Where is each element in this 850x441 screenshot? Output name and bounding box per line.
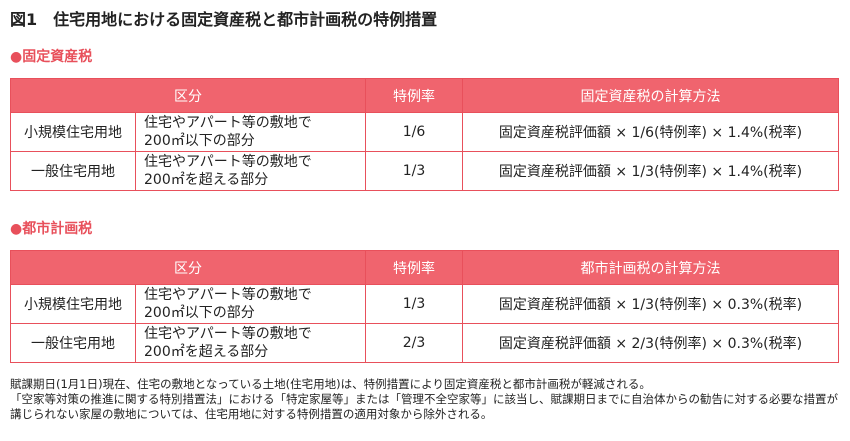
row: 小規模住宅用地 住宅やアパート等の敷地で 200㎡以下の部分 1/3 固定資産税評価額 …: [10, 284, 839, 324]
desc-line: 住宅やアパート等の敷地で: [144, 154, 312, 170]
header-cell: 特例率: [365, 78, 463, 113]
section-heading: ●都市計画税: [10, 221, 93, 237]
calc-cell: 固定資産税評価額 × 2/3(特例率) × 0.3%(税率): [462, 323, 839, 363]
rate-cell: 1/3: [365, 284, 463, 324]
row: 一般住宅用地 住宅やアパート等の敷地で 200㎡を超える部分 1/3 固定資産税評価額 …: [10, 151, 839, 191]
type-cell: 小規模住宅用地: [10, 284, 136, 324]
desc-cell: 住宅やアパート等の敷地で 200㎡を超える部分: [135, 151, 366, 191]
calc-cell: 固定資産税評価額 × 1/6(特例率) × 1.4%(税率): [462, 112, 839, 152]
note: 「空家等対策の推進に関する特別措置法」における「特定家屋等」または「管理不全空家…: [10, 392, 838, 421]
header-cell: 特例率: [365, 250, 463, 285]
rate-cell: 1/3: [365, 151, 463, 191]
row: 小規模住宅用地 住宅やアパート等の敷地で 200㎡以下の部分 1/6 固定資産税評価額 …: [10, 112, 839, 152]
table: 区分 特例率 固定資産税の計算方法 小規模住宅用地 住宅やアパート等の敷地で 200㎡以下…: [10, 78, 839, 191]
header-row: 区分 特例率 都市計画税の計算方法: [10, 250, 839, 285]
desc-cell: 住宅やアパート等の敷地で 200㎡以下の部分: [135, 284, 366, 324]
desc-cell: 住宅やアパート等の敷地で 200㎡以下の部分: [135, 112, 366, 152]
header-cell: 区分: [10, 250, 366, 285]
header-cell: 都市計画税の計算方法: [462, 250, 839, 285]
calc-cell: 固定資産税評価額 × 1/3(特例率) × 0.3%(税率): [462, 284, 839, 324]
rate-cell: 2/3: [365, 323, 463, 363]
header-cell: 区分: [10, 78, 366, 113]
desc-line: 200㎡以下の部分: [144, 305, 255, 321]
type-cell: 小規模住宅用地: [10, 112, 136, 152]
rate-cell: 1/6: [365, 112, 463, 152]
section-heading: ●固定資産税: [10, 49, 93, 65]
notes: 賦課期日(1月1日)現在、住宅の敷地となっている土地(住宅用地)は、特例措置によ…: [10, 377, 842, 422]
calc-cell: 固定資産税評価額 × 1/3(特例率) × 1.4%(税率): [462, 151, 839, 191]
type-cell: 一般住宅用地: [10, 151, 136, 191]
desc-line: 住宅やアパート等の敷地で: [144, 287, 312, 303]
title: 図1 住宅用地における固定資産税と都市計画税の特例措置: [10, 10, 438, 29]
desc-line: 住宅やアパート等の敷地で: [144, 115, 312, 131]
type-cell: 一般住宅用地: [10, 323, 136, 363]
desc-cell: 住宅やアパート等の敷地で 200㎡を超える部分: [135, 323, 366, 363]
desc-line: 200㎡以下の部分: [144, 133, 255, 149]
desc-line: 200㎡を超える部分: [144, 344, 269, 360]
desc-line: 200㎡を超える部分: [144, 172, 269, 188]
header-cell: 固定資産税の計算方法: [462, 78, 839, 113]
desc-line: 住宅やアパート等の敷地で: [144, 326, 312, 342]
header-row: 区分 特例率 固定資産税の計算方法: [10, 78, 839, 113]
row: 一般住宅用地 住宅やアパート等の敷地で 200㎡を超える部分 2/3 固定資産税評価額 …: [10, 323, 839, 363]
table: 区分 特例率 都市計画税の計算方法 小規模住宅用地 住宅やアパート等の敷地で 200㎡以下…: [10, 250, 839, 363]
note: 賦課期日(1月1日)現在、住宅の敷地となっている土地(住宅用地)は、特例措置によ…: [10, 377, 651, 391]
